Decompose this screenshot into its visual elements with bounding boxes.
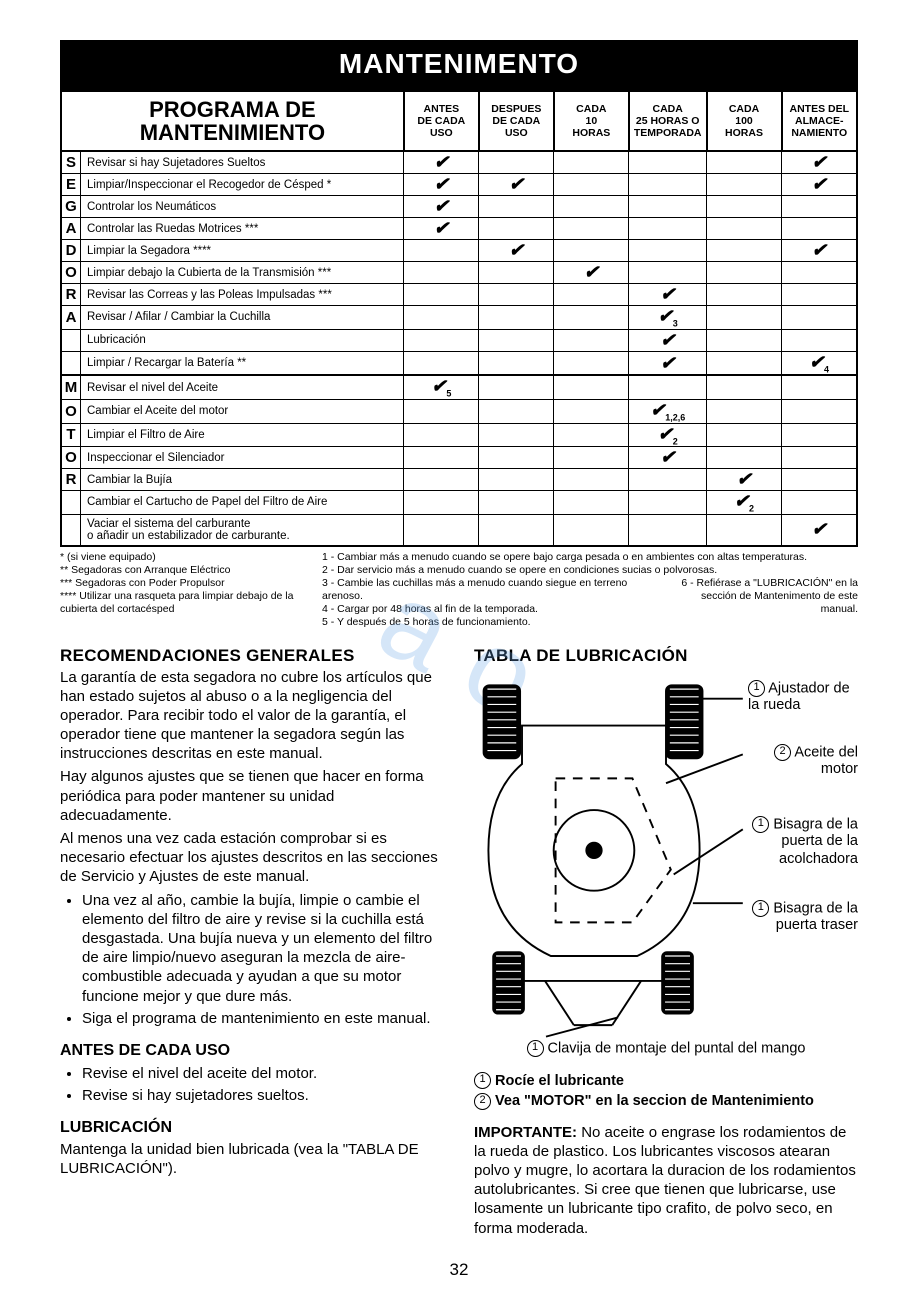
task-label: Vaciar el sistema del carburante o añadi… <box>81 514 404 546</box>
maintenance-schedule-table: PROGRAMA DE MANTENIMIENTO ANTES DE CADA … <box>60 90 858 547</box>
table-title-l1: PROGRAMA DE <box>66 98 399 121</box>
body-text: Hay algunos ajustes que se tienen que ha… <box>60 767 444 825</box>
task-label: Cambiar la Bujía <box>81 469 404 491</box>
col-header: CADA 25 HORAS O TEMPORADA <box>629 91 707 151</box>
section-banner: MANTENIMENTO <box>60 40 858 90</box>
task-label: Revisar si hay Sujetadores Sueltos <box>81 151 404 174</box>
list-item: Siga el programa de mantenimiento en est… <box>82 1009 444 1028</box>
footnote: 1 - Cambiar más a menudo cuando se opere… <box>322 551 858 564</box>
legend-text: Vea "MOTOR" en la seccion de Mantenimien… <box>495 1093 814 1109</box>
task-label: Controlar los Neumáticos <box>81 196 404 218</box>
diagram-label: Bisagra de la puerta traser <box>773 900 858 933</box>
task-label: Revisar las Correas y las Poleas Impulsa… <box>81 284 404 306</box>
list-item: Una vez al año, cambie la bujía, limpie … <box>82 891 444 1006</box>
task-label: Controlar las Ruedas Motrices *** <box>81 218 404 240</box>
list-item: Revise si hay sujetadores sueltos. <box>82 1086 444 1105</box>
recs-heading: RECOMENDACIONES GENERALES <box>60 646 444 666</box>
lube-heading: LUBRICACIÓN <box>60 1119 444 1137</box>
before-heading: ANTES DE CADA USO <box>60 1042 444 1060</box>
legend-text: Rocíe el lubricante <box>495 1073 624 1089</box>
col-header: ANTES DE CADA USO <box>404 91 479 151</box>
footnote: 4 - Cargar por 48 horas al fin de la tem… <box>322 603 658 616</box>
task-label: Limpiar/Inspeccionar el Recogedor de Cés… <box>81 174 404 196</box>
task-label: Limpiar el Filtro de Aire <box>81 423 404 447</box>
important-note: IMPORTANTE: No aceite o engrase los roda… <box>474 1123 858 1238</box>
diagram-label: Clavija de montaje del puntal del mango <box>548 1040 806 1056</box>
task-label: Limpiar debajo la Cubierta de la Transmi… <box>81 262 404 284</box>
task-label: Cambiar el Aceite del motor <box>81 399 404 423</box>
task-label: Revisar / Afilar / Cambiar la Cuchilla <box>81 306 404 330</box>
task-label: Cambiar el Cartucho de Papel del Filtro … <box>81 491 404 515</box>
footnote: *** Segadoras con Poder Propulsor <box>60 577 310 590</box>
col-header: ANTES DEL ALMACE- NAMIENTO <box>782 91 858 151</box>
footnote: 3 - Cambie las cuchillas más a menudo cu… <box>322 577 658 603</box>
task-label: Revisar el nivel del Aceite <box>81 375 404 399</box>
footnote: 5 - Y después de 5 horas de funcionamien… <box>322 616 658 629</box>
diagram-legend: 1 Rocíe el lubricante 2 Vea "MOTOR" en l… <box>474 1072 858 1111</box>
col-header: CADA 100 HORAS <box>707 91 782 151</box>
lube-table-heading: TABLA DE LUBRICACIÓN <box>474 646 858 666</box>
footnote: * (si viene equipado) <box>60 551 310 564</box>
col-header: DESPUES DE CADA USO <box>479 91 554 151</box>
body-text: Al menos una vez cada estación comprobar… <box>60 829 444 887</box>
lube-diagram: 1 Ajustador de la rueda 2 Aceite del mot… <box>474 668 858 1058</box>
task-label: Limpiar / Recargar la Batería ** <box>81 351 404 375</box>
body-text: Mantenga la unidad bien lubricada (vea l… <box>60 1140 444 1178</box>
diagram-label: Bisagra de la puerta de la acolchadora <box>773 816 858 867</box>
footnote: ** Segadoras con Arranque Eléctrico <box>60 564 310 577</box>
task-label: Inspeccionar el Silenciador <box>81 447 404 469</box>
col-header: CADA 10 HORAS <box>554 91 629 151</box>
table-footnotes: * (si viene equipado) ** Segadoras con A… <box>60 551 858 630</box>
table-title: PROGRAMA DE MANTENIMIENTO <box>61 91 404 151</box>
table-title-l2: MANTENIMIENTO <box>66 121 399 144</box>
body-text: La garantía de esta segadora no cubre lo… <box>60 668 444 764</box>
footnote: 2 - Dar servicio más a menudo cuando se … <box>322 564 858 577</box>
diagram-label: Aceite del motor <box>794 744 858 777</box>
task-label: Lubricación <box>81 329 404 351</box>
footnote: **** Utilizar una rasqueta para limpiar … <box>60 590 310 616</box>
page-number: 32 <box>60 1260 858 1280</box>
list-item: Revise el nivel del aceite del motor. <box>82 1064 444 1083</box>
footnote: 6 - Refiérase a "LUBRICACIÓN" en la secc… <box>678 577 858 630</box>
task-label: Limpiar la Segadora **** <box>81 240 404 262</box>
